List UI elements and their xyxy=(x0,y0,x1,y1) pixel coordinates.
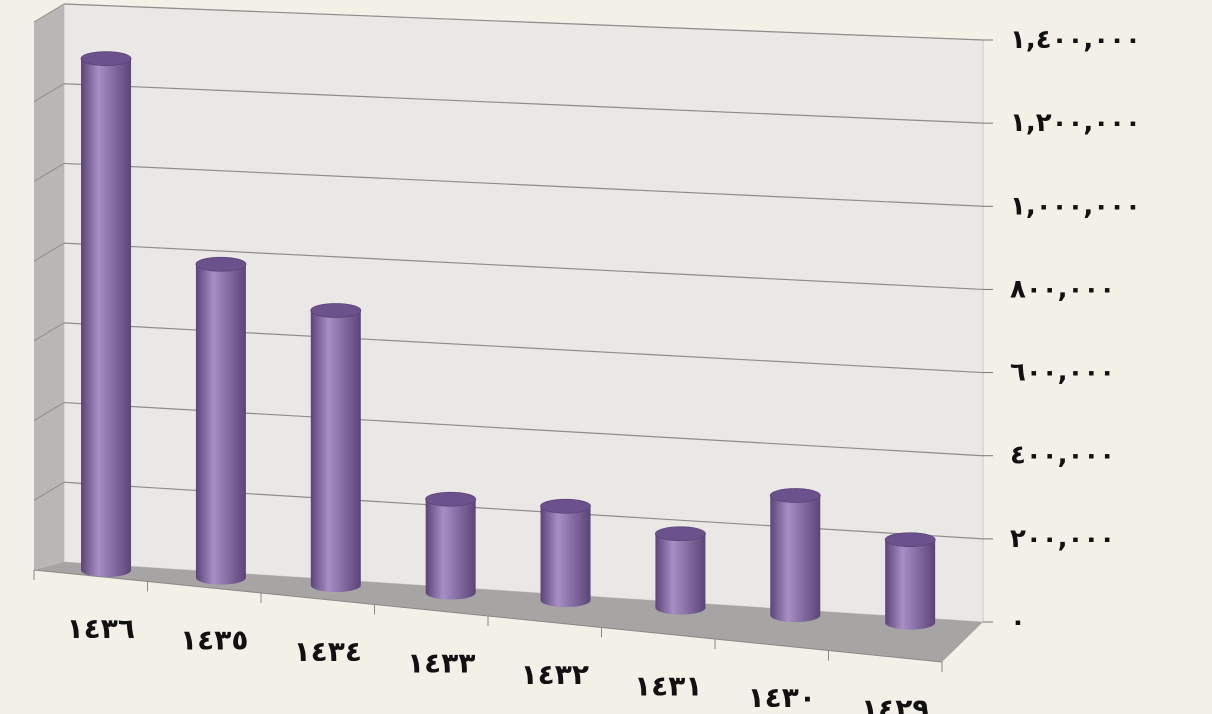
x-tick-label: ١٤٣١ xyxy=(634,669,702,702)
chart-walls xyxy=(34,3,984,662)
x-tick-label: ١٤٣٢ xyxy=(521,658,589,691)
y-axis-ticks: ٠ ٢٠٠,٠٠٠ ٤٠٠,٠٠٠ ٦٠٠,٠٠٠ ٨٠٠,٠٠٠ ١,٠٠٠,٠٠٠ ١,… xyxy=(983,25,1141,637)
y-tick-label: ١,٤٠٠,٠٠٠ xyxy=(1010,25,1141,55)
bar-top xyxy=(80,51,132,67)
gridline xyxy=(63,162,984,207)
side-gridline xyxy=(33,242,65,262)
bar xyxy=(195,264,246,585)
gridline xyxy=(63,242,984,291)
x-axis-ticks: ١٤٣٦ ١٤٣٥ ١٤٣٤ ١٤٣٣ ١٤٣٢ ١٤٣١ ١٤٣٠ ١٤٢٩ xyxy=(33,569,943,714)
bar-top xyxy=(425,491,477,507)
bar xyxy=(770,495,821,623)
bar-top xyxy=(884,532,936,548)
x-tick-label: ١٤٣٤ xyxy=(294,635,362,668)
side-gridline xyxy=(33,3,65,23)
bar-top xyxy=(195,256,247,272)
bar xyxy=(885,539,936,630)
side-gridline xyxy=(33,162,65,182)
gridline xyxy=(63,3,984,41)
side-wall xyxy=(34,4,64,570)
bar xyxy=(540,506,591,608)
x-tick-label: ١٤٣٥ xyxy=(180,623,248,656)
y-tick-label: ٦٠٠,٠٠٠ xyxy=(1010,358,1115,388)
bar-top xyxy=(310,303,362,318)
x-tick-label: ١٤٣٣ xyxy=(407,646,475,679)
side-gridline xyxy=(33,402,65,422)
x-tick-label: ١٤٢٩ xyxy=(861,692,929,714)
side-gridline xyxy=(33,322,65,342)
bar xyxy=(425,499,476,600)
bar-top xyxy=(769,488,821,503)
bar xyxy=(655,533,706,615)
side-gridline xyxy=(33,481,65,501)
gridline xyxy=(63,83,984,124)
y-tick-label: ٠ xyxy=(1010,607,1026,637)
bar-top xyxy=(655,526,706,542)
y-tick-label: ١,٠٠٠,٠٠٠ xyxy=(1010,191,1141,221)
side-gridline xyxy=(33,83,65,103)
x-tick-label: ١٤٣٠ xyxy=(748,681,816,714)
bar xyxy=(81,58,132,578)
y-tick-label: ١,٢٠٠,٠٠٠ xyxy=(1010,108,1141,138)
bar-series xyxy=(80,51,936,630)
y-tick-label: ٨٠٠,٠٠٠ xyxy=(1010,274,1115,304)
floor xyxy=(34,562,983,662)
y-tick-label: ٤٠٠,٠٠٠ xyxy=(1010,441,1115,471)
y-tick-label: ٢٠٠,٠٠٠ xyxy=(1010,524,1115,554)
bar xyxy=(310,310,361,593)
x-tick-label: ١٤٣٦ xyxy=(67,612,135,645)
bar-top xyxy=(540,498,591,514)
